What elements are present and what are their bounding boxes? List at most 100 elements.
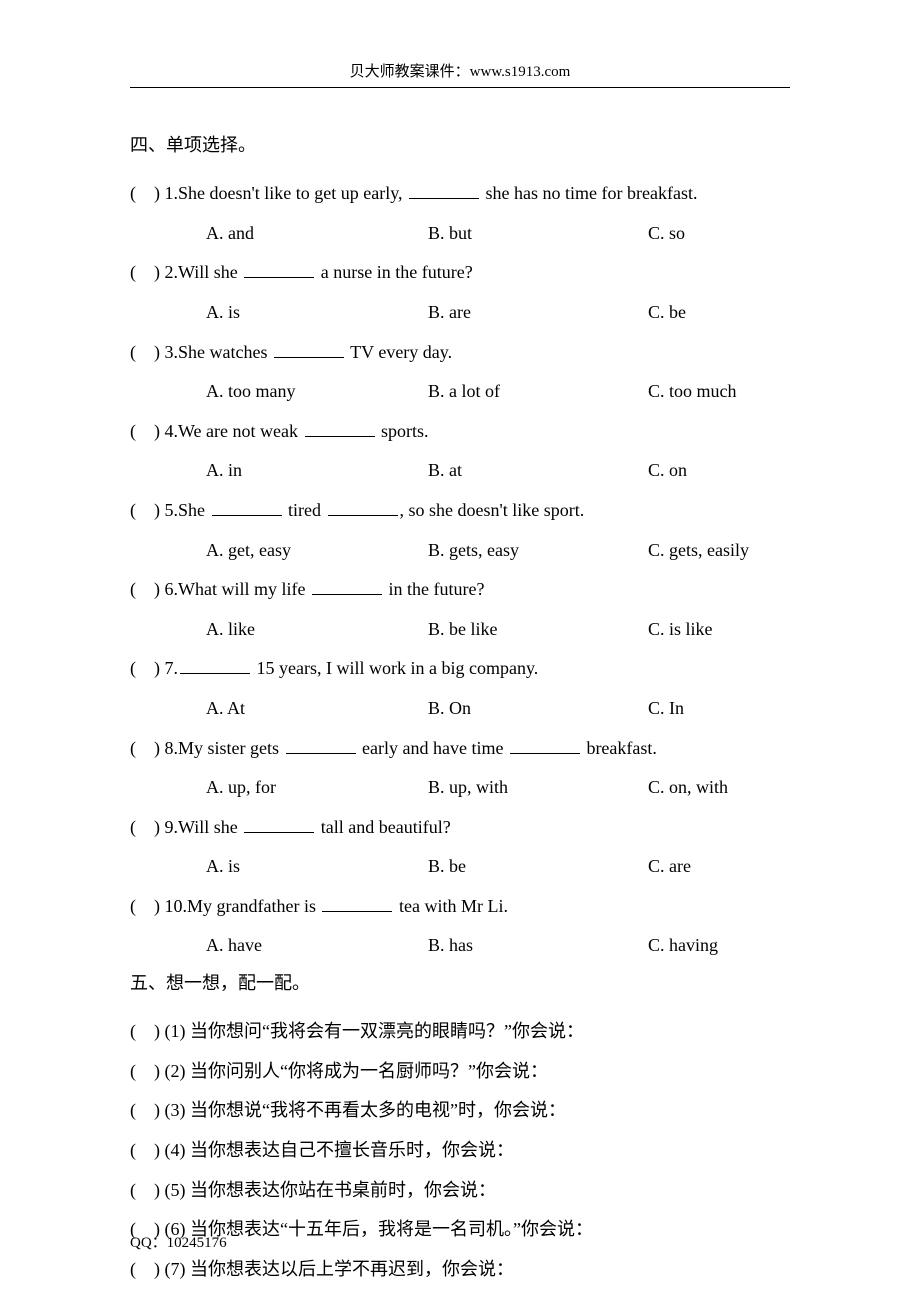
blank[interactable] <box>244 261 314 278</box>
blank[interactable] <box>409 182 479 199</box>
option-a[interactable]: A. and <box>206 214 428 254</box>
option-b[interactable]: B. a lot of <box>428 372 648 412</box>
options-row: A. isB. areC. be <box>130 293 790 333</box>
option-b[interactable]: B. up, with <box>428 768 648 808</box>
question-marker: ( ) 4. <box>130 412 178 452</box>
question-4: ( ) 4. We are not weak sports. <box>130 412 790 452</box>
option-c[interactable]: C. be <box>648 293 790 333</box>
question-post: a nurse in the future? <box>316 262 472 282</box>
question-text: She tired , so she doesn't like sport. <box>178 491 790 531</box>
options-row: A. isB. beC. are <box>130 847 790 887</box>
blank[interactable] <box>212 499 282 516</box>
blank[interactable] <box>180 657 250 674</box>
matches-container: ( ) (1) 当你想问“我将会有一双漂亮的眼睛吗？”你会说：( ) (2) 当… <box>130 1012 790 1289</box>
question-marker: ( ) 5. <box>130 491 178 531</box>
option-a[interactable]: A. like <box>206 610 428 650</box>
option-b[interactable]: B. but <box>428 214 648 254</box>
blank[interactable] <box>510 736 580 753</box>
blank[interactable] <box>244 816 314 833</box>
question-6: ( ) 6. What will my life in the future? <box>130 570 790 610</box>
option-b[interactable]: B. are <box>428 293 648 333</box>
question-pre: Will she <box>178 817 242 837</box>
question-marker: ( ) 8. <box>130 729 178 769</box>
option-c[interactable]: C. on, with <box>648 768 790 808</box>
question-10: ( ) 10. My grandfather is tea with Mr Li… <box>130 887 790 927</box>
question-text: We are not weak sports. <box>178 412 790 452</box>
question-marker: ( ) 3. <box>130 333 178 373</box>
question-mid: early and have time <box>358 738 508 758</box>
option-a[interactable]: A. have <box>206 926 428 966</box>
options-row: A. get, easyB. gets, easyC. gets, easily <box>130 531 790 571</box>
section-four-title: 四、单项选择。 <box>130 128 790 162</box>
question-post: 15 years, I will work in a big company. <box>252 658 538 678</box>
match-item-7: ( ) (7) 当你想表达以后上学不再迟到，你会说： <box>130 1250 790 1290</box>
option-c[interactable]: C. having <box>648 926 790 966</box>
question-2: ( ) 2. Will she a nurse in the future? <box>130 253 790 293</box>
question-post: tea with Mr Li. <box>394 896 507 916</box>
option-b[interactable]: B. gets, easy <box>428 531 648 571</box>
question-text: My grandfather is tea with Mr Li. <box>187 887 790 927</box>
question-post: TV every day. <box>346 342 452 362</box>
question-text: Will she a nurse in the future? <box>178 253 790 293</box>
option-c[interactable]: C. are <box>648 847 790 887</box>
options-row: A. likeB. be likeC. is like <box>130 610 790 650</box>
question-9: ( ) 9. Will she tall and beautiful? <box>130 808 790 848</box>
option-b[interactable]: B. be <box>428 847 648 887</box>
question-pre: My sister gets <box>178 738 284 758</box>
option-b[interactable]: B. has <box>428 926 648 966</box>
question-post: , so she doesn't like sport. <box>400 500 585 520</box>
option-a[interactable]: A. At <box>206 689 428 729</box>
question-post: sports. <box>377 421 429 441</box>
blank[interactable] <box>286 736 356 753</box>
option-a[interactable]: A. is <box>206 293 428 333</box>
question-marker: ( ) 1. <box>130 174 178 214</box>
blank[interactable] <box>312 578 382 595</box>
option-c[interactable]: C. In <box>648 689 790 729</box>
match-item-5: ( ) (5) 当你想表达你站在书桌前时，你会说： <box>130 1171 790 1211</box>
question-7: ( ) 7. 15 years, I will work in a big co… <box>130 649 790 689</box>
blank[interactable] <box>328 499 398 516</box>
options-row: A. haveB. hasC. having <box>130 926 790 966</box>
question-text: My sister gets early and have time break… <box>178 729 790 769</box>
options-row: A. inB. atC. on <box>130 451 790 491</box>
options-row: A. up, forB. up, withC. on, with <box>130 768 790 808</box>
option-b[interactable]: B. be like <box>428 610 648 650</box>
section-five-title: 五、想一想，配一配。 <box>130 966 790 1000</box>
question-post: tall and beautiful? <box>316 817 450 837</box>
option-b[interactable]: B. at <box>428 451 648 491</box>
option-a[interactable]: A. is <box>206 847 428 887</box>
option-c[interactable]: C. too much <box>648 372 790 412</box>
question-post: breakfast. <box>582 738 657 758</box>
question-marker: ( ) 7. <box>130 649 178 689</box>
page-header: 贝大师教案课件：www.s1913.com <box>130 60 790 88</box>
question-pre: Will she <box>178 262 242 282</box>
option-c[interactable]: C. gets, easily <box>648 531 790 571</box>
option-c[interactable]: C. is like <box>648 610 790 650</box>
blank[interactable] <box>274 340 344 357</box>
options-row: A. AtB. OnC. In <box>130 689 790 729</box>
question-marker: ( ) 2. <box>130 253 178 293</box>
match-item-1: ( ) (1) 当你想问“我将会有一双漂亮的眼睛吗？”你会说： <box>130 1012 790 1052</box>
questions-container: ( ) 1. She doesn't like to get up early,… <box>130 174 790 966</box>
match-item-6: ( ) (6) 当你想表达“十五年后，我将是一名司机。”你会说： <box>130 1210 790 1250</box>
question-text: 15 years, I will work in a big company. <box>178 649 790 689</box>
question-text: She doesn't like to get up early, she ha… <box>178 174 790 214</box>
question-pre: We are not weak <box>178 421 303 441</box>
blank[interactable] <box>322 895 392 912</box>
option-a[interactable]: A. in <box>206 451 428 491</box>
question-5: ( ) 5. She tired , so she doesn't like s… <box>130 491 790 531</box>
blank[interactable] <box>305 420 375 437</box>
option-b[interactable]: B. On <box>428 689 648 729</box>
option-c[interactable]: C. on <box>648 451 790 491</box>
question-8: ( ) 8. My sister gets early and have tim… <box>130 729 790 769</box>
question-1: ( ) 1. She doesn't like to get up early,… <box>130 174 790 214</box>
option-c[interactable]: C. so <box>648 214 790 254</box>
match-item-2: ( ) (2) 当你问别人“你将成为一名厨师吗？”你会说： <box>130 1052 790 1092</box>
question-post: in the future? <box>384 579 484 599</box>
option-a[interactable]: A. get, easy <box>206 531 428 571</box>
option-a[interactable]: A. too many <box>206 372 428 412</box>
option-a[interactable]: A. up, for <box>206 768 428 808</box>
question-pre: She <box>178 500 210 520</box>
options-row: A. andB. butC. so <box>130 214 790 254</box>
question-marker: ( ) 9. <box>130 808 178 848</box>
